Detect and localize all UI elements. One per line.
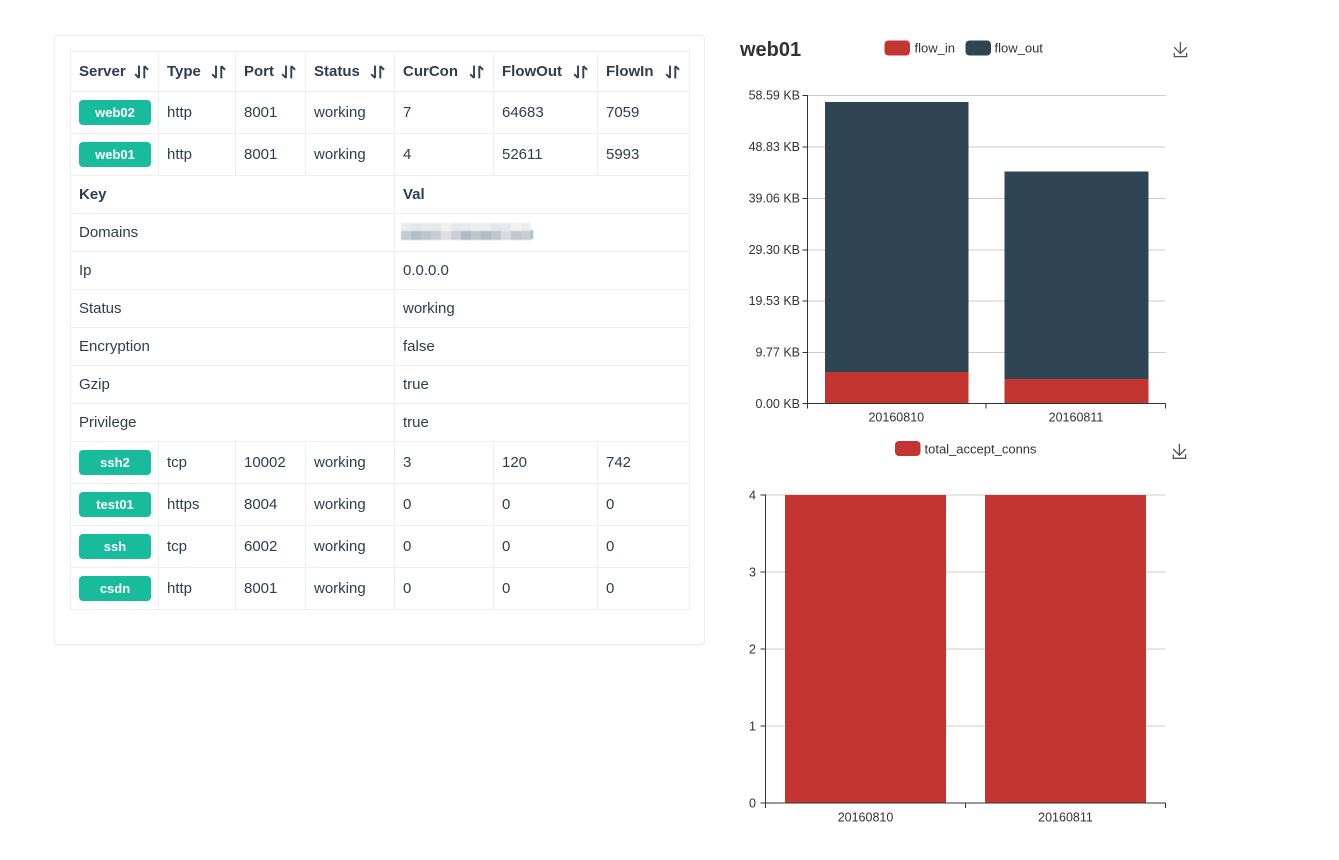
svg-text:19.53 KB: 19.53 KB <box>749 294 800 308</box>
svg-text:2: 2 <box>749 643 756 657</box>
svg-text:1: 1 <box>749 720 756 734</box>
svg-text:20160811: 20160811 <box>1049 411 1104 425</box>
svg-text:3: 3 <box>749 566 756 580</box>
svg-text:20160810: 20160810 <box>868 411 924 425</box>
svg-text:58.59 KB: 58.59 KB <box>749 89 800 103</box>
svg-text:9.77 KB: 9.77 KB <box>756 346 800 360</box>
svg-text:29.30 KB: 29.30 KB <box>749 243 800 257</box>
svg-text:48.83 KB: 48.83 KB <box>749 140 800 154</box>
svg-text:20160810: 20160810 <box>838 811 894 825</box>
svg-text:0: 0 <box>749 797 756 811</box>
svg-text:20160811: 20160811 <box>1038 811 1093 825</box>
svg-text:web01: web01 <box>739 39 801 61</box>
svg-text:4: 4 <box>749 489 756 503</box>
svg-text:total_accept_conns: total_accept_conns <box>925 442 1038 457</box>
svg-text:39.06 KB: 39.06 KB <box>749 191 800 205</box>
svg-text:flow_in: flow_in <box>915 41 955 56</box>
svg-text:0.00 KB: 0.00 KB <box>756 397 800 411</box>
svg-text:flow_out: flow_out <box>995 41 1044 56</box>
